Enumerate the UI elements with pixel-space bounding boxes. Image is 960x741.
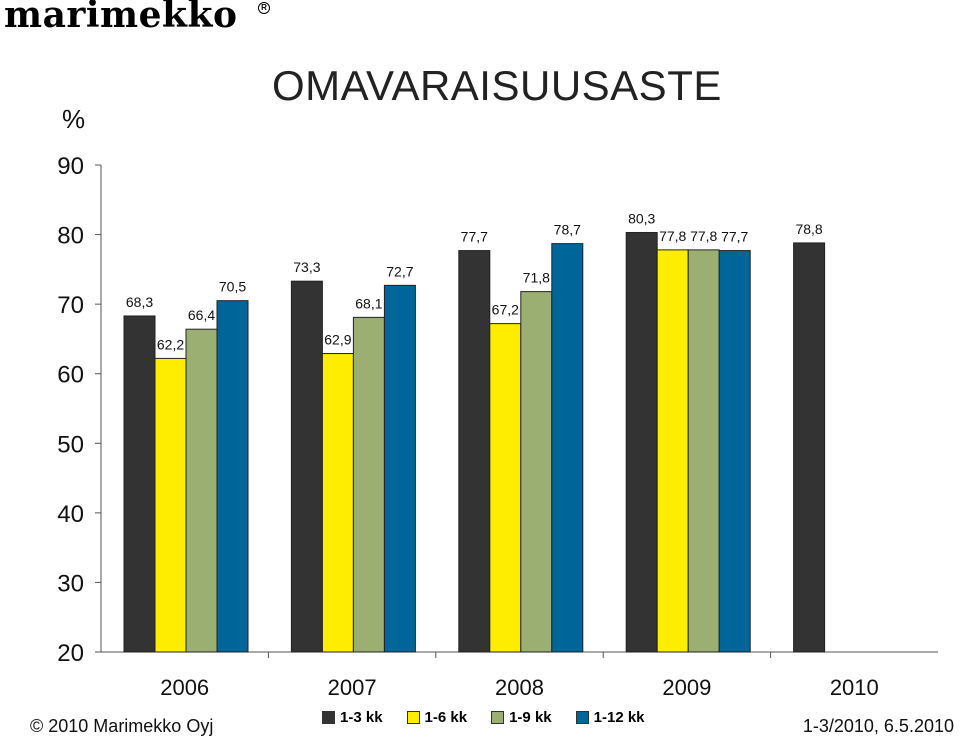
legend-label: 1-9 kk [509, 709, 552, 726]
data-label: 66,4 [188, 307, 215, 323]
bar [458, 250, 491, 653]
legend-swatch [406, 711, 420, 724]
x-tick-label: 2008 [495, 675, 544, 700]
bar [290, 280, 323, 653]
brand-logo: marimekko [4, 0, 237, 36]
data-label: 68,3 [126, 294, 153, 310]
data-label: 62,2 [157, 336, 184, 352]
data-label: 80,3 [628, 210, 655, 226]
legend-item: 1-6 kk [406, 709, 468, 726]
bar [352, 316, 385, 653]
registered-trademark-icon: R [258, 2, 270, 14]
bar [551, 243, 584, 653]
bar [718, 250, 751, 653]
legend-swatch [491, 711, 505, 724]
logo-text: marimekko [4, 0, 238, 36]
x-tick-label: 2006 [160, 675, 209, 700]
data-label: 68,1 [355, 295, 382, 311]
y-tick-label: 20 [57, 640, 84, 667]
data-label: 78,7 [554, 222, 581, 238]
y-tick-label: 30 [57, 570, 84, 597]
legend-swatch [322, 711, 335, 724]
legend-swatch [575, 711, 589, 724]
bar [185, 328, 218, 653]
y-tick-label: 50 [57, 431, 84, 458]
y-axis-label: % [62, 104, 86, 134]
data-label: 78,8 [795, 221, 822, 237]
data-label: 77,8 [659, 228, 686, 244]
legend-label: 1-12 kk [593, 709, 645, 726]
data-label: 71,8 [523, 270, 550, 286]
bar [656, 249, 689, 653]
data-label: 77,8 [690, 228, 717, 244]
bar [687, 249, 720, 653]
bar [123, 315, 156, 653]
legend-item: 1-9 kk [491, 709, 552, 726]
data-label: 72,7 [386, 263, 413, 279]
x-tick-label: 2007 [328, 675, 377, 700]
legend-label: 1-6 kk [424, 709, 468, 726]
x-tick-label: 2009 [662, 675, 711, 700]
bar [489, 323, 522, 653]
x-tick-label: 2010 [830, 675, 879, 700]
bar [216, 300, 249, 653]
y-tick-label: 90 [57, 153, 84, 180]
data-label: 67,2 [492, 302, 519, 318]
y-tick-label: 40 [57, 501, 84, 528]
report-date: 1-3/2010, 6.5.2010 [802, 716, 954, 736]
legend-item: 1-3 kk [322, 709, 383, 726]
bar [154, 357, 187, 653]
y-tick-label: 80 [57, 223, 84, 250]
bar [383, 284, 416, 653]
chart-title: OMAVARAISUUSASTE [272, 62, 722, 109]
data-label: 73,3 [293, 259, 320, 275]
data-label: 70,5 [219, 279, 246, 295]
legend: 1-3 kk 1-6 kk 1-9 kk 1-12 kk [322, 709, 669, 726]
y-tick-label: 60 [57, 362, 84, 389]
legend-label: 1-3 kk [340, 709, 383, 726]
bar [793, 242, 826, 653]
legend-item: 1-12 kk [575, 709, 645, 726]
data-label: 77,7 [461, 229, 488, 245]
copyright-text: © 2010 Marimekko Oyj [30, 716, 214, 736]
bar [520, 291, 553, 653]
bar [321, 353, 354, 653]
data-label: 62,9 [324, 332, 351, 348]
y-tick-label: 70 [57, 292, 84, 319]
bar [625, 231, 658, 653]
data-label: 77,7 [721, 229, 748, 245]
